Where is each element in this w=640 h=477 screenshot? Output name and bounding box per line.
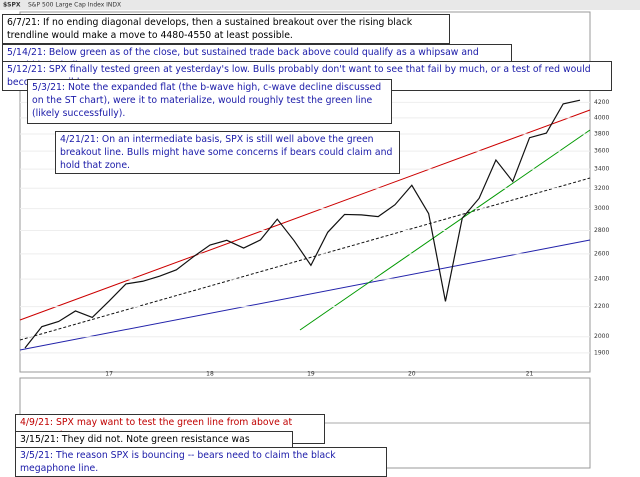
plot-frame <box>19 11 591 373</box>
chart-subtitle: S&P 500 Large Cap Index INDX <box>28 2 121 9</box>
annotation: 6/7/21: If no ending diagonal develops, … <box>2 14 450 44</box>
annotation: 4/21/21: On an intermediate basis, SPX i… <box>55 131 400 174</box>
annotation: 5/3/21: Note the expanded flat (the b-wa… <box>27 79 392 124</box>
y-tick-label: 1900 <box>594 349 609 356</box>
trendline <box>19 177 591 341</box>
chart-title: $SPX <box>3 2 21 9</box>
y-tick-label: 3600 <box>594 148 609 155</box>
price-line <box>24 99 581 349</box>
annotation: 3/5/21: The reason SPX is bouncing -- be… <box>15 447 387 477</box>
trendline <box>19 239 591 351</box>
y-tick-label: 3200 <box>594 185 609 192</box>
x-tick-label: 21 <box>526 371 534 378</box>
y-tick-label: 3800 <box>594 131 609 138</box>
y-tick-label: 2800 <box>594 227 609 234</box>
header-bar <box>0 0 640 10</box>
x-tick-label: 19 <box>307 371 315 378</box>
y-tick-label: 3000 <box>594 205 609 212</box>
y-tick-label: 4000 <box>594 114 609 121</box>
y-tick-label: 3400 <box>594 166 609 173</box>
x-tick-label: 20 <box>408 371 416 378</box>
y-tick-label: 4200 <box>594 99 609 106</box>
trendline <box>19 109 591 321</box>
x-tick-label: 18 <box>206 371 214 378</box>
y-tick-label: 2200 <box>594 303 609 310</box>
y-tick-label: 2000 <box>594 333 609 340</box>
y-tick-label: 2400 <box>594 276 609 283</box>
y-tick-label: 2600 <box>594 250 609 257</box>
x-tick-label: 17 <box>105 371 113 378</box>
